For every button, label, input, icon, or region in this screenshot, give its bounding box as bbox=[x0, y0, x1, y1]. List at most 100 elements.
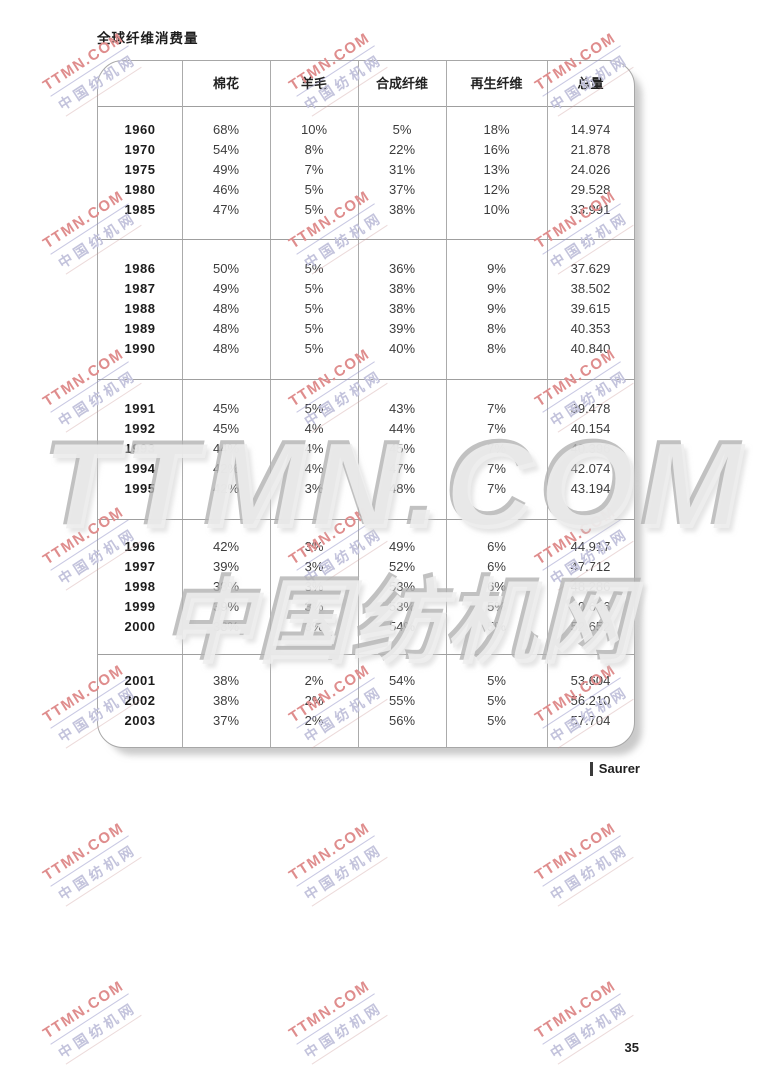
table-group-1991-1995: 1991 45% 5% 43% 7% 39.478 1992 45% 4% 44% 7% 40.154… bbox=[98, 379, 634, 519]
value-cell: 42% bbox=[212, 481, 240, 496]
watermark-cn-text: 中国纺机网 bbox=[54, 997, 142, 1065]
value-cell: 13% bbox=[483, 162, 510, 177]
value-cell: 56% bbox=[388, 713, 416, 728]
value-cell: 38% bbox=[388, 281, 416, 296]
value-cell: 3% bbox=[304, 599, 324, 614]
value-cell: 39.615 bbox=[570, 301, 611, 316]
value-cell: 43% bbox=[388, 401, 416, 416]
value-cell: 6% bbox=[487, 559, 506, 574]
watermark-ttmn-text: TTMN.COM bbox=[40, 977, 129, 1045]
value-cell: 5% bbox=[487, 693, 506, 708]
value-cell: 43.194 bbox=[570, 481, 611, 496]
watermark-cluster: TTMN.COM 中国纺机网 bbox=[528, 819, 658, 922]
watermark-ttmn-text: TTMN.COM bbox=[40, 819, 129, 887]
table-row: 1999 39% 3% 53% 5% 50.666 bbox=[98, 597, 634, 617]
watermark-cluster: TTMN.COM 中国纺机网 bbox=[36, 977, 166, 1080]
year-cell: 1970 bbox=[124, 142, 156, 157]
value-cell: 7% bbox=[487, 421, 506, 436]
value-cell: 48.286 bbox=[570, 579, 611, 594]
value-cell: 6% bbox=[487, 579, 506, 594]
value-cell: 52% bbox=[388, 559, 416, 574]
year-cell: 2001 bbox=[124, 673, 156, 688]
year-cell: 1988 bbox=[124, 301, 156, 316]
table-column-divider bbox=[358, 61, 359, 747]
fiber-consumption-table: 棉花 羊毛 合成纤维 再生纤维 总量 1960 68% 10% 5% 18% 14.974… bbox=[97, 60, 635, 748]
table-row: 1988 48% 5% 38% 9% 39.615 bbox=[98, 299, 634, 319]
header-synthetic-fiber: 合成纤维 bbox=[375, 76, 428, 91]
table-row: 1991 45% 5% 43% 7% 39.478 bbox=[98, 399, 634, 419]
value-cell: 4% bbox=[304, 421, 324, 436]
table-row: 1986 50% 5% 36% 9% 37.629 bbox=[98, 259, 634, 279]
table-header-row: 棉花 羊毛 合成纤维 再生纤维 总量 bbox=[98, 61, 634, 107]
value-cell: 5% bbox=[304, 261, 324, 276]
value-cell: 54% bbox=[388, 673, 416, 688]
value-cell: 2% bbox=[304, 693, 324, 708]
value-cell: 18% bbox=[483, 122, 510, 137]
table-row: 1993 44% 4% 45% 7% 40.396 bbox=[98, 439, 634, 459]
header-wool: 羊毛 bbox=[300, 76, 327, 91]
value-cell: 49% bbox=[388, 539, 416, 554]
table-row: 2000 38% 3% 54% 5% 52.652 bbox=[98, 617, 634, 637]
value-cell: 38% bbox=[388, 202, 416, 217]
value-cell: 5% bbox=[304, 301, 324, 316]
value-cell: 7% bbox=[487, 461, 506, 476]
table-row: 1989 48% 5% 39% 8% 40.353 bbox=[98, 319, 634, 339]
value-cell: 5% bbox=[304, 182, 324, 197]
value-cell: 3% bbox=[304, 579, 324, 594]
table-row: 1997 39% 3% 52% 6% 47.712 bbox=[98, 557, 634, 577]
year-cell: 1980 bbox=[124, 182, 156, 197]
value-cell: 6% bbox=[487, 539, 506, 554]
value-cell: 44% bbox=[388, 421, 416, 436]
value-cell: 37% bbox=[212, 713, 240, 728]
table-row: 1996 42% 3% 49% 6% 44.917 bbox=[98, 537, 634, 557]
watermark-cluster: TTMN.COM 中国纺机网 bbox=[282, 977, 412, 1080]
value-cell: 5% bbox=[392, 122, 412, 137]
year-cell: 1996 bbox=[124, 539, 156, 554]
value-cell: 38% bbox=[212, 693, 240, 708]
watermark-cluster: TTMN.COM 中国纺机网 bbox=[528, 977, 658, 1080]
value-cell: 40.396 bbox=[570, 441, 611, 456]
page-number: 35 bbox=[624, 1040, 639, 1055]
value-cell: 57.704 bbox=[570, 713, 611, 728]
header-cotton: 棉花 bbox=[212, 76, 239, 91]
value-cell: 22% bbox=[388, 142, 416, 157]
value-cell: 50.666 bbox=[570, 599, 611, 614]
value-cell: 8% bbox=[487, 341, 506, 356]
value-cell: 21.878 bbox=[570, 142, 611, 157]
value-cell: 7% bbox=[487, 441, 506, 456]
table-group-2001-2003: 2001 38% 2% 54% 5% 53.604 2002 38% 2% 55% 5% 56.210… bbox=[98, 654, 634, 747]
table-row: 1995 42% 3% 48% 7% 43.194 bbox=[98, 479, 634, 499]
value-cell: 40% bbox=[388, 341, 416, 356]
value-cell: 42% bbox=[212, 539, 240, 554]
value-cell: 2% bbox=[304, 673, 324, 688]
value-cell: 39.478 bbox=[570, 401, 611, 416]
value-cell: 42% bbox=[212, 461, 240, 476]
value-cell: 39% bbox=[388, 321, 416, 336]
year-cell: 1989 bbox=[124, 321, 156, 336]
value-cell: 47% bbox=[388, 461, 416, 476]
value-cell: 14.974 bbox=[570, 122, 611, 137]
value-cell: 36% bbox=[388, 261, 416, 276]
year-cell: 1986 bbox=[124, 261, 156, 276]
value-cell: 5% bbox=[487, 713, 506, 728]
table-group-1986-1990: 1986 50% 5% 36% 9% 37.629 1987 49% 5% 38% 9% 38.502… bbox=[98, 239, 634, 379]
year-cell: 1987 bbox=[124, 281, 156, 296]
value-cell: 29.528 bbox=[570, 182, 611, 197]
value-cell: 16% bbox=[483, 142, 510, 157]
year-cell: 1993 bbox=[124, 441, 156, 456]
value-cell: 54% bbox=[388, 619, 416, 634]
value-cell: 49% bbox=[212, 162, 240, 177]
value-cell: 54% bbox=[212, 142, 240, 157]
year-cell: 1985 bbox=[124, 202, 156, 217]
value-cell: 3% bbox=[304, 481, 324, 496]
value-cell: 38% bbox=[212, 619, 240, 634]
watermark-cn-text: 中国纺机网 bbox=[54, 839, 142, 907]
value-cell: 5% bbox=[304, 281, 324, 296]
value-cell: 48% bbox=[388, 481, 416, 496]
value-cell: 5% bbox=[487, 619, 506, 634]
table-row: 2001 38% 2% 54% 5% 53.604 bbox=[98, 671, 634, 691]
value-cell: 40.154 bbox=[570, 421, 611, 436]
value-cell: 37.629 bbox=[570, 261, 611, 276]
watermark-ttmn-text: TTMN.COM bbox=[532, 977, 621, 1045]
value-cell: 7% bbox=[487, 401, 506, 416]
